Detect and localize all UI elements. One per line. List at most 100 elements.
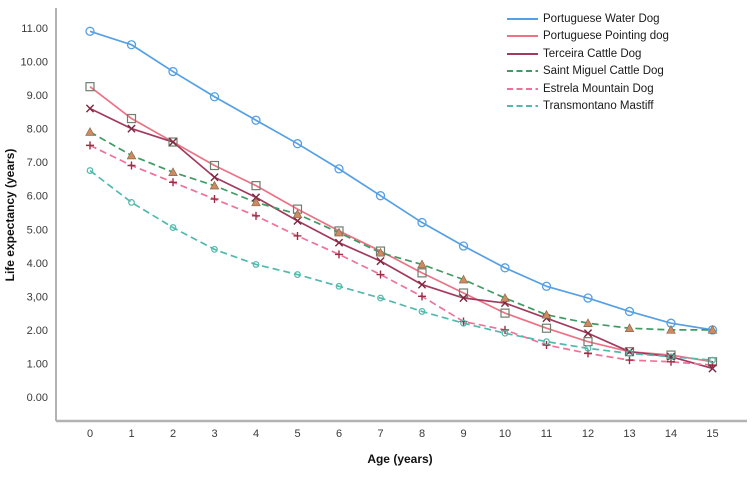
x-tick-label: 2 — [170, 428, 176, 440]
legend-item-portuguese-pointing-dog: Portuguese Pointing dog — [506, 28, 669, 46]
series-line-transmontano-mastiff — [89, 169, 713, 361]
series-markers-layer — [85, 26, 718, 373]
marker-plus — [86, 141, 94, 150]
y-tick-label: 10.00 — [20, 57, 48, 69]
marker-circle-small — [418, 308, 426, 315]
legend-item-portuguese-water-dog: Portuguese Water Dog — [506, 10, 669, 28]
marker-square — [458, 288, 469, 298]
marker-triangle — [168, 167, 178, 176]
marker-triangle — [126, 150, 137, 160]
marker-x — [376, 257, 385, 266]
marker-circle — [292, 139, 303, 149]
y-tick-label: 7.00 — [27, 157, 48, 169]
marker-triangle — [500, 293, 510, 302]
marker-plus — [335, 250, 343, 259]
marker-x — [583, 329, 593, 338]
marker-circle-small — [543, 338, 550, 346]
legend-label: Portuguese Pointing dog — [543, 30, 669, 43]
legend-item-transmontano-mastiff: Transmontano Mastiff — [506, 98, 669, 116]
marker-circle-small — [460, 319, 467, 327]
marker-circle-small — [584, 344, 592, 352]
marker-plus — [625, 356, 634, 365]
marker-x — [85, 104, 95, 113]
x-axis-title: Age (years) — [367, 452, 432, 466]
marker-plus — [376, 270, 385, 279]
legend-label: Transmontano Mastiff — [543, 100, 654, 113]
marker-circle-small — [294, 271, 301, 278]
marker-circle-small — [128, 199, 135, 206]
marker-x — [251, 193, 261, 202]
x-tick-label: 15 — [706, 428, 718, 440]
marker-circle — [209, 92, 220, 102]
marker-triangle — [666, 324, 676, 334]
x-tick-label: 12 — [582, 428, 594, 440]
x-tick-label: 11 — [541, 428, 552, 440]
marker-circle — [458, 241, 469, 251]
marker-x — [293, 216, 302, 225]
legend-swatch-line — [507, 70, 538, 73]
marker-circle-small — [86, 167, 94, 174]
marker-plus — [293, 231, 302, 240]
marker-plus — [169, 178, 177, 187]
marker-x — [168, 137, 178, 147]
legend-label: Portuguese Water Dog — [543, 12, 660, 25]
y-tick-label: 4.00 — [27, 258, 48, 270]
marker-triangle — [85, 127, 95, 136]
marker-circle — [251, 115, 261, 125]
marker-circle-small — [252, 261, 260, 268]
y-tick-label: 6.00 — [27, 191, 48, 203]
marker-triangle — [292, 209, 303, 218]
x-tick-label: 7 — [377, 428, 383, 440]
y-tick-label: 5.00 — [27, 224, 48, 236]
marker-square — [541, 323, 552, 333]
x-tick-label: 14 — [665, 428, 677, 440]
legend: Portuguese Water Dog Portuguese Pointing … — [506, 10, 669, 115]
marker-square — [251, 181, 261, 191]
marker-triangle — [458, 274, 469, 284]
legend-label: Saint Miguel Cattle Dog — [543, 65, 664, 78]
marker-triangle — [541, 309, 552, 319]
x-tick-label: 9 — [460, 428, 466, 440]
series-line-terceira-cattle-dog — [89, 107, 713, 370]
marker-circle — [334, 164, 344, 174]
x-tick-label: 13 — [623, 428, 635, 440]
marker-circle — [85, 26, 95, 36]
legend-swatch-line — [507, 87, 538, 90]
series-line-saint-miguel-cattle-dog — [89, 131, 713, 331]
legend-swatch-line — [507, 35, 538, 38]
x-tick-label: 1 — [128, 428, 134, 440]
marker-triangle — [583, 318, 593, 327]
marker-square — [417, 268, 427, 278]
marker-circle-small — [501, 329, 509, 337]
marker-x — [127, 124, 136, 133]
marker-square — [85, 82, 95, 92]
y-tick-label: 3,00 — [27, 291, 48, 303]
x-tick-label: 6 — [336, 428, 342, 440]
marker-triangle — [251, 197, 261, 207]
marker-x — [210, 173, 219, 182]
y-tick-label: 9.00 — [27, 90, 48, 102]
series-line-portuguese-pointing-dog — [89, 85, 713, 363]
marker-circle-small — [626, 349, 633, 357]
y-axis-title: Life expectancy (years) — [3, 149, 17, 282]
y-tick-label: 1.00 — [27, 358, 48, 370]
x-tick-label: 3 — [211, 428, 217, 440]
marker-circle-small — [211, 245, 218, 253]
marker-plus — [127, 161, 136, 170]
marker-square — [168, 137, 178, 147]
axes-layer — [55, 8, 747, 423]
marker-triangle — [707, 324, 718, 334]
marker-plus — [252, 211, 260, 220]
marker-plus — [418, 292, 426, 301]
x-tick-label: 8 — [419, 428, 425, 440]
marker-triangle — [209, 180, 220, 190]
y-tick-label: 11.00 — [21, 23, 48, 35]
marker-circle — [168, 66, 178, 77]
marker-square — [209, 160, 220, 171]
marker-triangle — [417, 259, 427, 269]
marker-circle — [417, 217, 427, 228]
legend-label: Estrela Mountain Dog — [543, 82, 654, 95]
marker-square — [500, 308, 510, 318]
marker-circle — [583, 293, 593, 303]
